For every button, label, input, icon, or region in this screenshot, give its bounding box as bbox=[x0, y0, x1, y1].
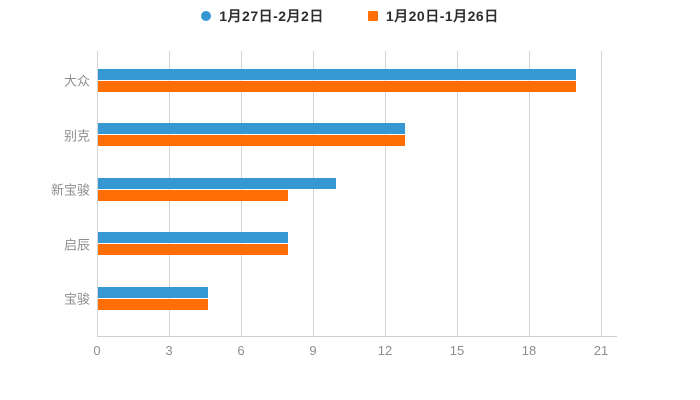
legend: 1月27日-2月2日 1月20日-1月26日 bbox=[0, 6, 700, 26]
gridline bbox=[600, 51, 602, 336]
x-tick-label: 15 bbox=[449, 343, 465, 358]
legend-circle-marker bbox=[201, 11, 212, 21]
y-category-label: 大众 bbox=[63, 73, 90, 89]
bar-新宝骏-series-2[interactable] bbox=[98, 189, 288, 201]
x-tick-label: 3 bbox=[165, 343, 173, 358]
plot-area: 0 3 6 9 12 15 18 21 大众别克新宝骏启辰宝骏 bbox=[51, 51, 617, 358]
bar-大众-series-2[interactable] bbox=[98, 80, 576, 92]
legend-item-series-2[interactable]: 1月20日-1月26日 bbox=[367, 6, 499, 26]
bar-宝骏-series-2[interactable] bbox=[98, 298, 209, 310]
bar-新宝骏-series-1[interactable] bbox=[98, 177, 336, 189]
x-tick-label: 21 bbox=[593, 343, 609, 358]
gridline bbox=[384, 51, 386, 336]
bar-别克-series-2[interactable] bbox=[98, 135, 406, 147]
gridline bbox=[312, 51, 314, 336]
legend-square-marker bbox=[367, 11, 378, 21]
x-tick-label: 6 bbox=[237, 343, 245, 358]
bar-大众-series-1[interactable] bbox=[98, 68, 576, 80]
legend-label: 1月27日-2月2日 bbox=[219, 8, 324, 24]
x-tick-label: 0 bbox=[93, 343, 101, 358]
x-axis-line bbox=[97, 336, 617, 337]
gridline bbox=[456, 51, 458, 336]
y-category-label: 别克 bbox=[63, 128, 90, 144]
gridline bbox=[528, 51, 530, 336]
y-category-label: 宝骏 bbox=[63, 291, 90, 307]
bar-启辰-series-2[interactable] bbox=[98, 244, 288, 256]
legend-label: 1月20日-1月26日 bbox=[385, 8, 499, 24]
x-tick-label: 12 bbox=[377, 343, 393, 358]
y-category-label: 新宝骏 bbox=[50, 182, 90, 198]
bar-宝骏-series-1[interactable] bbox=[98, 286, 209, 298]
bar-别克-series-1[interactable] bbox=[98, 123, 406, 135]
y-axis-line bbox=[96, 51, 98, 336]
legend-item-series-1[interactable]: 1月27日-2月2日 bbox=[201, 6, 324, 26]
y-category-label: 启辰 bbox=[63, 237, 90, 253]
x-tick-label: 18 bbox=[521, 343, 537, 358]
bar-启辰-series-1[interactable] bbox=[98, 232, 288, 244]
x-tick-label: 9 bbox=[309, 343, 317, 358]
